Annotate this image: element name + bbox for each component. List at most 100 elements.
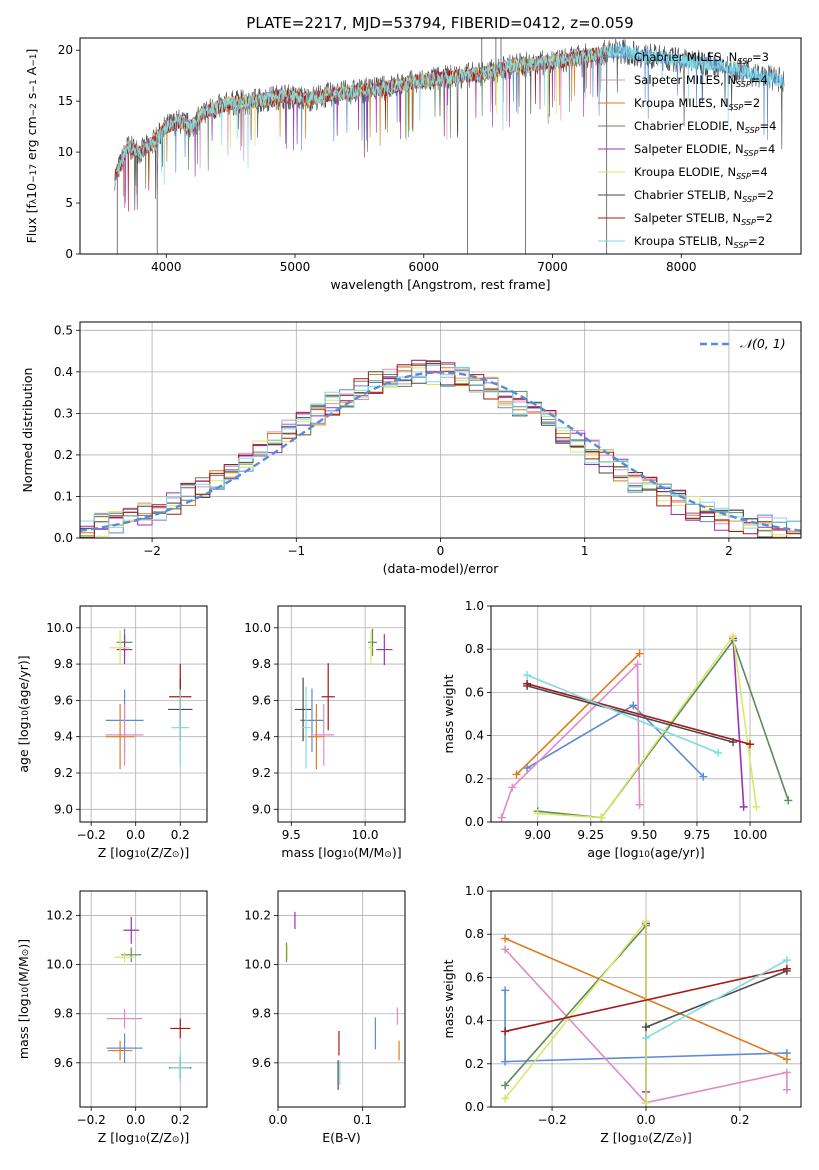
x-tick-label: 2 xyxy=(725,544,733,558)
y-axis-label: mass weight xyxy=(441,959,456,1038)
y-tick-label: 9.4 xyxy=(252,730,271,744)
x-tick-label: 4000 xyxy=(151,260,182,274)
axes-frame xyxy=(79,890,208,1108)
plot-area-residuals xyxy=(80,359,801,538)
legend-entry-part: Chabrier STELIB, N xyxy=(634,188,742,202)
weight-line xyxy=(504,968,788,1033)
x-axis-label-part: ⊙ xyxy=(172,1135,180,1145)
y-tick-label: 0.8 xyxy=(465,927,484,941)
y-tick-label: 10.0 xyxy=(46,958,73,972)
legend-entry: Salpeter MILES, NSSP=4 xyxy=(634,73,768,89)
plot-area-age-vs-mass xyxy=(294,628,393,770)
y-tick-label: 10.0 xyxy=(46,621,73,635)
x-axis-label: wavelength [Angstrom, rest frame] xyxy=(330,277,550,292)
weight-line xyxy=(504,948,788,1104)
y-axis-label: Normed distribution xyxy=(20,368,35,493)
legend-entry-part: SSP xyxy=(737,57,752,66)
axes-frame xyxy=(79,37,802,255)
weight-marker xyxy=(523,671,532,680)
chart-age-vs-Z: −0.2 0.0 0.29.09.29.49.69.810.0Z [log10(Z/… xyxy=(16,605,208,860)
y-axis-label-part: (age/yr)] xyxy=(16,655,31,710)
y-tick-label: 9.2 xyxy=(252,766,271,780)
x-tick-label: −0.2 xyxy=(77,828,106,842)
x-tick-label: 10.0 xyxy=(352,828,379,842)
x-axis-label: (data-model)/error xyxy=(383,561,500,576)
x-tick-label: −0.2 xyxy=(77,1113,106,1127)
x-tick-label: 8000 xyxy=(666,260,697,274)
legend-entry-part: =2 xyxy=(756,211,773,225)
chart-weight-vs-Z: −0.2 0.0 0.2 0.0 0.2 0.4 0.6 0.8 1.0 Z [log10(Z/Z… xyxy=(441,884,802,1145)
x-axis-label-part: (Z/Z xyxy=(146,1130,172,1145)
plot-area-spectrum xyxy=(114,38,785,254)
legend-entry-part: Kroupa STELIB, N xyxy=(634,234,734,248)
axes-frame xyxy=(277,890,406,1108)
weight-marker xyxy=(501,1094,510,1103)
weight-marker xyxy=(523,679,532,688)
y-tick-label: 0.0 xyxy=(465,815,484,829)
x-tick-label: 0.0 xyxy=(126,828,145,842)
weight-marker xyxy=(501,986,510,995)
weight-line xyxy=(537,634,758,819)
legend-entry-part: =4 xyxy=(751,73,768,87)
x-axis-label-part: Z [log xyxy=(98,1130,134,1145)
y-axis-label: mass [log10(M/M⊙)] xyxy=(16,939,31,1059)
weight-marker xyxy=(752,802,761,811)
x-axis-label: Z [log10(Z/Z⊙)] xyxy=(98,1130,189,1145)
y-tick-label: 0.4 xyxy=(465,729,484,743)
chart-mass-vs-EBV: 0.0 0.1 9.6 9.8 10.0 10.2 E(B-V) xyxy=(244,890,406,1145)
chart-mass-vs-Z: −0.2 0.0 0.29.69.810.010.2Z [log10(Z/Z⊙)]m… xyxy=(16,890,208,1145)
plot-area-weight-vs-age xyxy=(497,632,793,822)
plot-area-age-vs-Z xyxy=(105,628,193,770)
legend-entry-part: Salpeter STELIB, N xyxy=(634,211,741,225)
y-tick-label: 9.6 xyxy=(252,1056,271,1070)
x-axis-label-part: )] xyxy=(179,1130,189,1145)
x-tick-label: 9.75 xyxy=(684,828,711,842)
y-axis-label-part: ] xyxy=(24,49,39,54)
weight-marker xyxy=(782,956,791,965)
axes-frame xyxy=(490,605,802,823)
legend-entry-part: Kroupa ELODIE, N xyxy=(634,165,736,179)
legend-entry-part: SSP xyxy=(745,126,760,135)
y-axis-label-part: 10 xyxy=(21,710,31,722)
x-tick-label: 9.25 xyxy=(577,828,604,842)
plot-area-mass-vs-Z xyxy=(106,916,192,1083)
weight-marker xyxy=(642,1023,650,1032)
x-tick-label: 6000 xyxy=(408,260,439,274)
weight-marker xyxy=(746,740,755,749)
x-tick-label: 0.2 xyxy=(730,1113,749,1127)
weight-marker xyxy=(699,772,708,781)
weight-marker xyxy=(533,809,542,818)
x-tick-label: 0 xyxy=(437,544,445,558)
y-tick-label: 10.2 xyxy=(46,909,73,923)
y-tick-label: 0.4 xyxy=(465,1014,484,1028)
y-axis-label-part: −1 xyxy=(29,54,39,67)
y-tick-label: 0.8 xyxy=(465,642,484,656)
y-axis-label-part: 10 xyxy=(21,987,31,999)
y-tick-label: 0.0 xyxy=(465,1100,484,1114)
y-tick-label: 0.3 xyxy=(54,406,73,420)
x-tick-label: 1 xyxy=(581,544,589,558)
weight-marker xyxy=(629,701,638,710)
y-axis-label-part: −2 xyxy=(29,103,39,116)
x-axis-label: Z [log10(Z/Z⊙)] xyxy=(600,1130,691,1145)
y-axis-label: Flux [fλ10−17 erg cm−2 s−1 A−1] xyxy=(24,49,39,244)
weight-marker xyxy=(739,802,748,811)
x-tick-label: 0.0 xyxy=(126,1113,145,1127)
x-axis-label-part: age [log xyxy=(587,845,638,860)
x-tick-label: 0.0 xyxy=(636,1113,655,1127)
x-axis-label-part: )] xyxy=(179,845,189,860)
y-tick-label: 0.5 xyxy=(54,323,73,337)
x-axis-label-part: 10 xyxy=(134,850,146,860)
weight-marker xyxy=(635,649,644,658)
y-tick-label: 0.2 xyxy=(465,772,484,786)
y-axis-label: age [log10(age/yr)] xyxy=(16,655,31,772)
weight-marker xyxy=(633,660,642,669)
weight-line xyxy=(526,685,734,743)
weight-marker xyxy=(497,813,506,822)
y-tick-label: 9.8 xyxy=(54,657,73,671)
y-tick-label: 0.6 xyxy=(465,685,484,699)
x-axis-label: mass [log10(M/M⊙)] xyxy=(281,845,401,860)
y-tick-label: 15 xyxy=(58,94,73,108)
x-axis-label-part: 10 xyxy=(342,850,354,860)
